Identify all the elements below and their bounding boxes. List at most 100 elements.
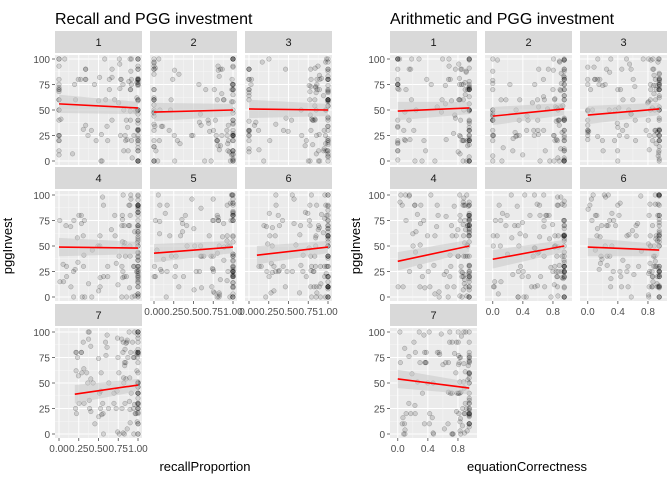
scatter-point	[135, 202, 141, 208]
scatter-point	[395, 81, 401, 88]
scatter-point	[225, 148, 231, 154]
scatter-point	[230, 217, 236, 224]
scatter-point	[656, 263, 662, 269]
scatter-point	[83, 66, 89, 72]
scatter-point	[230, 87, 236, 93]
scatter-point	[518, 263, 524, 269]
scatter-point	[497, 243, 503, 249]
scatter-point	[135, 370, 141, 376]
scatter-point	[395, 157, 401, 163]
scatter-point	[135, 56, 141, 62]
scatter-point	[219, 66, 225, 72]
scatter-point	[529, 100, 535, 106]
scatter-point	[462, 369, 468, 375]
scatter-point	[209, 284, 215, 290]
scatter-point	[151, 66, 157, 72]
scatter-point	[104, 344, 110, 350]
scatter-point	[135, 192, 141, 198]
scatter-point	[459, 269, 466, 276]
scatter-point	[170, 76, 176, 82]
scatter-point	[464, 428, 470, 434]
scatter-point	[230, 217, 236, 224]
scatter-point	[554, 284, 561, 290]
scatter-point	[625, 284, 631, 290]
scatter-point	[230, 132, 236, 139]
scatter-point	[623, 56, 630, 62]
scatter-point	[459, 66, 465, 72]
scatter-point	[63, 263, 70, 269]
scatter-point	[282, 66, 289, 72]
scatter-point	[325, 253, 331, 259]
scatter-point	[490, 132, 496, 139]
scatter-point	[125, 148, 131, 154]
scatter-point	[157, 231, 163, 237]
scatter-point	[615, 124, 621, 130]
scatter-point	[624, 133, 630, 140]
x-tick-label: 0.0	[486, 307, 500, 318]
scatter-point	[325, 253, 331, 259]
scatter-point	[457, 416, 464, 422]
scatter-point	[656, 127, 662, 133]
scatter-point	[461, 202, 467, 208]
scatter-point	[151, 97, 157, 103]
scatter-point	[259, 59, 265, 65]
scatter-point	[466, 142, 472, 148]
scatter-point	[230, 268, 236, 275]
scatter-point	[230, 212, 236, 218]
scatter-point	[444, 284, 450, 290]
scatter-point	[229, 87, 235, 93]
scatter-point	[466, 421, 472, 427]
scatter-point	[490, 132, 496, 139]
scatter-point	[124, 337, 130, 343]
fit-line-c1-p3	[587, 108, 660, 116]
x-tick-label: 0.50	[89, 444, 109, 455]
scatter-point	[268, 290, 274, 296]
scatter-point	[465, 87, 471, 93]
scatter-point	[230, 132, 236, 139]
scatter-point	[100, 194, 106, 200]
scatter-point	[466, 371, 472, 377]
scatter-point	[464, 405, 470, 412]
scatter-point	[499, 210, 506, 216]
scatter-point	[406, 353, 412, 360]
scatter-point	[561, 223, 567, 229]
scatter-point	[527, 212, 533, 218]
scatter-point	[73, 411, 80, 417]
scatter-point	[656, 263, 662, 269]
facet-strip-c0-p3	[245, 31, 332, 53]
scatter-point	[656, 236, 662, 242]
scatter-point	[135, 148, 141, 154]
scatter-point	[230, 266, 236, 273]
scatter-point	[164, 268, 170, 275]
scatter-point	[85, 132, 91, 139]
scatter-point	[631, 272, 637, 278]
scatter-point	[649, 274, 655, 280]
scatter-point	[401, 421, 408, 427]
scatter-point	[656, 148, 662, 154]
facet-strip-c0-p6	[245, 167, 332, 189]
scatter-point	[151, 121, 157, 127]
scatter-point	[135, 351, 141, 357]
scatter-point	[117, 86, 123, 92]
scatter-point	[466, 421, 472, 427]
scatter-point	[128, 76, 134, 82]
scatter-point	[85, 281, 92, 287]
scatter-point	[651, 263, 657, 269]
scatter-point	[135, 81, 141, 88]
scatter-point	[555, 233, 561, 239]
scatter-point	[552, 96, 558, 102]
scatter-point	[88, 376, 94, 382]
scatter-point	[230, 263, 236, 269]
scatter-point	[306, 217, 312, 224]
scatter-point	[633, 138, 639, 144]
scatter-point	[503, 97, 509, 103]
scatter-point	[656, 158, 662, 164]
scatter-point	[412, 349, 418, 355]
scatter-point	[135, 197, 141, 203]
scatter-point	[261, 223, 267, 229]
scatter-point	[321, 148, 327, 154]
scatter-point	[276, 267, 282, 274]
scatter-point	[536, 66, 542, 72]
scatter-point	[325, 140, 331, 146]
scatter-point	[540, 94, 547, 100]
